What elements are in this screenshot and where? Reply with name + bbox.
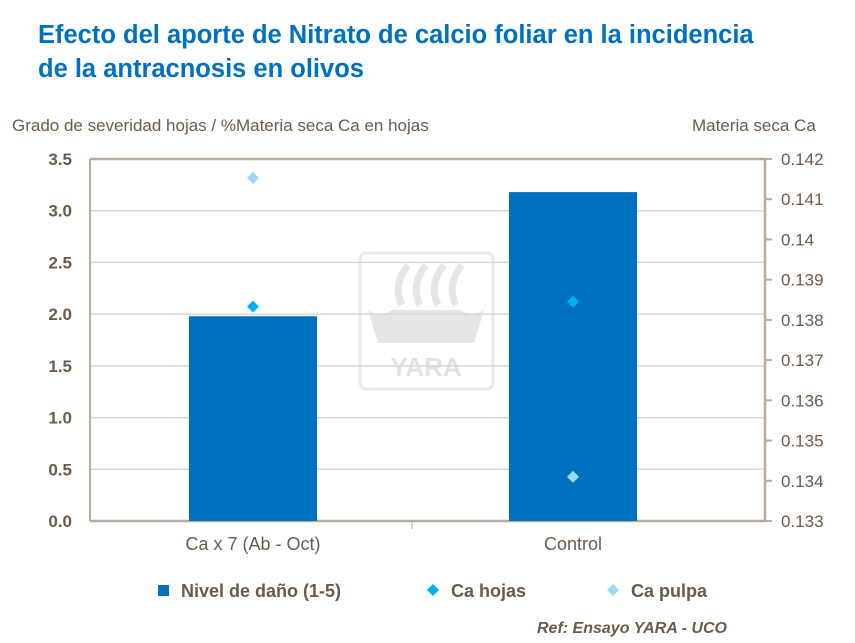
y2-tick-label: 0.136: [781, 391, 824, 410]
y-tick-label: 2.0: [48, 305, 72, 324]
y-tick-label: 0.5: [48, 460, 72, 479]
y2-axis-label: Materia seca Ca: [692, 116, 816, 135]
marker-ca-pulpa: [247, 171, 259, 184]
bar-Control: [509, 192, 637, 521]
y2-tick-label: 0.14: [781, 230, 814, 249]
x-tick-label: Ca x 7 (Ab - Oct): [185, 534, 320, 554]
y2-tick-label: 0.135: [781, 432, 824, 451]
y-tick-label: 3.0: [48, 202, 72, 221]
title-line-2: de la antracnosis en olivos: [38, 55, 364, 83]
y-tick-label: 1.0: [48, 409, 72, 428]
y-axis-label: Grado de severidad hojas / %Materia seca…: [12, 116, 429, 135]
y2-tick-label: 0.137: [781, 351, 824, 370]
reference-note: Ref: Ensayo YARA - UCO: [537, 620, 727, 637]
legend-swatch: [427, 584, 439, 596]
y-tick-label: 3.5: [48, 150, 72, 169]
legend-swatch: [158, 585, 169, 596]
marker-ca-pulpa: [567, 470, 579, 483]
y2-tick-label: 0.133: [781, 512, 824, 531]
title-line-1: Efecto del aporte de Nitrato de calcio f…: [38, 21, 754, 49]
yara-watermark-logo: YARA: [358, 251, 495, 391]
legend-swatch: [607, 584, 619, 596]
y2-tick-label: 0.138: [781, 311, 824, 330]
y2-tick-label: 0.134: [781, 472, 824, 491]
legend-label: Nivel de daño (1-5): [181, 581, 341, 601]
y2-tick-label: 0.139: [781, 271, 824, 290]
bar-Ca x 7 (Ab - Oct): [189, 316, 317, 521]
legend-label: Ca hojas: [451, 581, 526, 601]
y2-tick-label: 0.142: [781, 150, 824, 169]
x-tick-label: Control: [544, 534, 602, 554]
y-tick-label: 0.0: [48, 512, 72, 531]
y-tick-label: 1.5: [48, 357, 72, 376]
chart-title: Efecto del aporte de Nitrato de calcio f…: [38, 18, 848, 86]
marker-ca-hojas: [247, 300, 259, 313]
legend-label: Ca pulpa: [631, 581, 708, 601]
y-tick-label: 2.5: [48, 253, 72, 272]
marker-ca-hojas: [567, 295, 579, 308]
y2-tick-label: 0.141: [781, 190, 824, 209]
svg-text:YARA: YARA: [390, 352, 462, 382]
